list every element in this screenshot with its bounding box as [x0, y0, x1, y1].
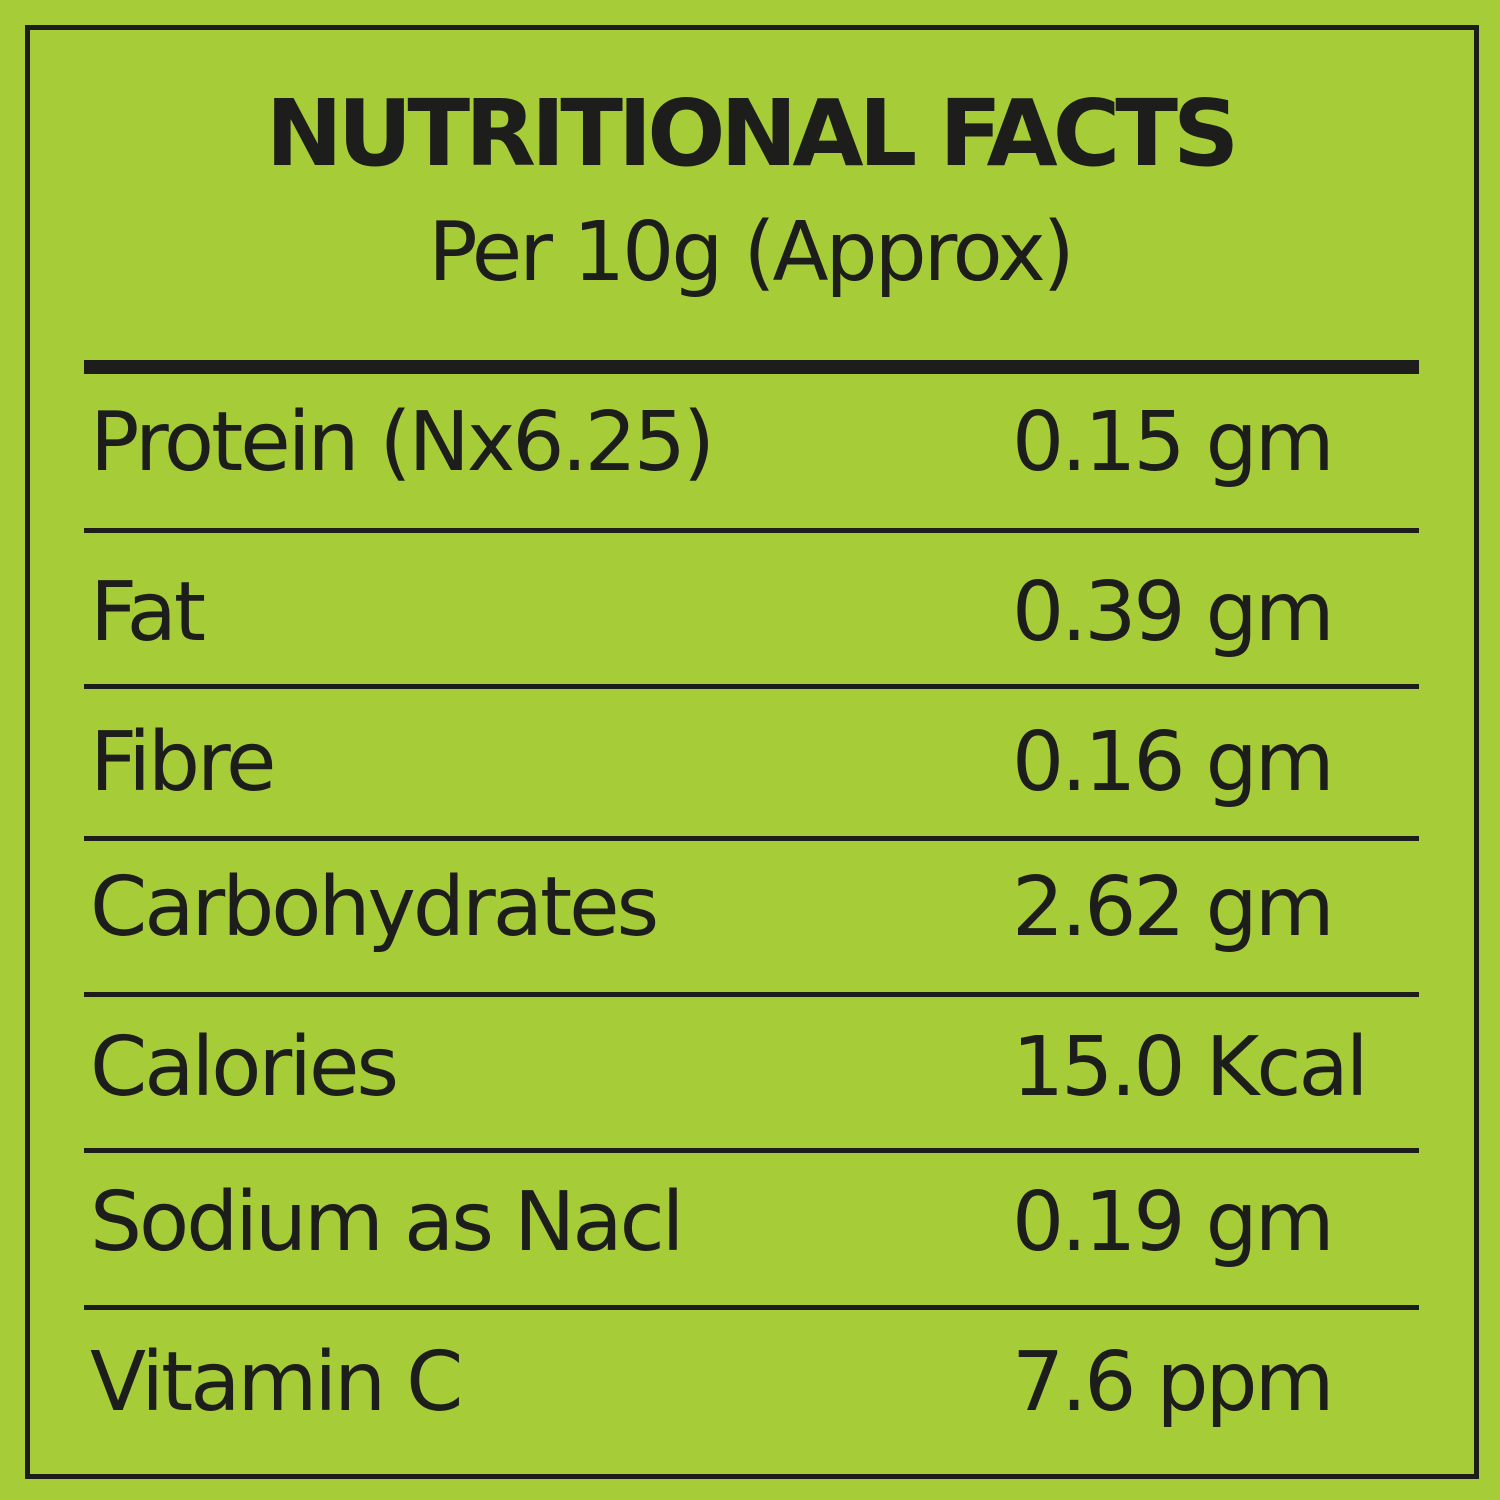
- nutrient-value: 0.15 gm: [1012, 395, 1335, 490]
- nutrient-name: Carbohydrates: [90, 860, 659, 955]
- row-divider: [84, 836, 1419, 841]
- nutrient-name: Protein (Nx6.25): [90, 395, 715, 490]
- nutrient-value: 7.6 ppm: [1012, 1335, 1334, 1430]
- row-divider: [84, 528, 1419, 533]
- nutrient-value: 2.62 gm: [1012, 860, 1335, 955]
- subtitle: Per 10g (Approx): [428, 205, 1074, 300]
- nutrient-value: 0.19 gm: [1012, 1175, 1335, 1270]
- nutrient-value: 15.0 Kcal: [1012, 1020, 1369, 1115]
- nutrient-name: Vitamin C: [90, 1335, 463, 1430]
- title: NUTRITIONAL FACTS: [265, 80, 1240, 187]
- nutrient-value: 0.39 gm: [1012, 565, 1335, 660]
- nutrient-name: Calories: [90, 1020, 399, 1115]
- row-divider: [84, 992, 1419, 997]
- nutrient-name: Fibre: [90, 715, 276, 810]
- row-divider: [84, 1305, 1419, 1310]
- row-divider: [84, 684, 1419, 689]
- divider: [84, 360, 1419, 374]
- nutrient-name: Fat: [90, 565, 206, 660]
- frame: [25, 25, 1479, 1479]
- nutrient-name: Sodium as Nacl: [90, 1175, 684, 1270]
- nutrient-value: 0.16 gm: [1012, 715, 1335, 810]
- row-divider: [84, 1148, 1419, 1153]
